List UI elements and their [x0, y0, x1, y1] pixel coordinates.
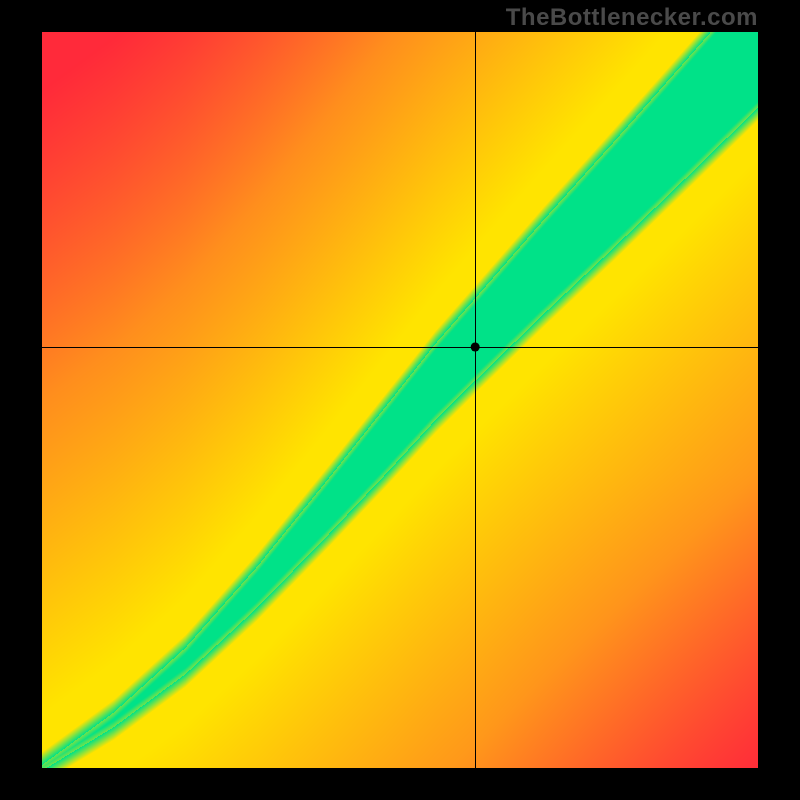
bottleneck-heatmap	[0, 0, 800, 800]
chart-container: TheBottlenecker.com	[0, 0, 800, 800]
